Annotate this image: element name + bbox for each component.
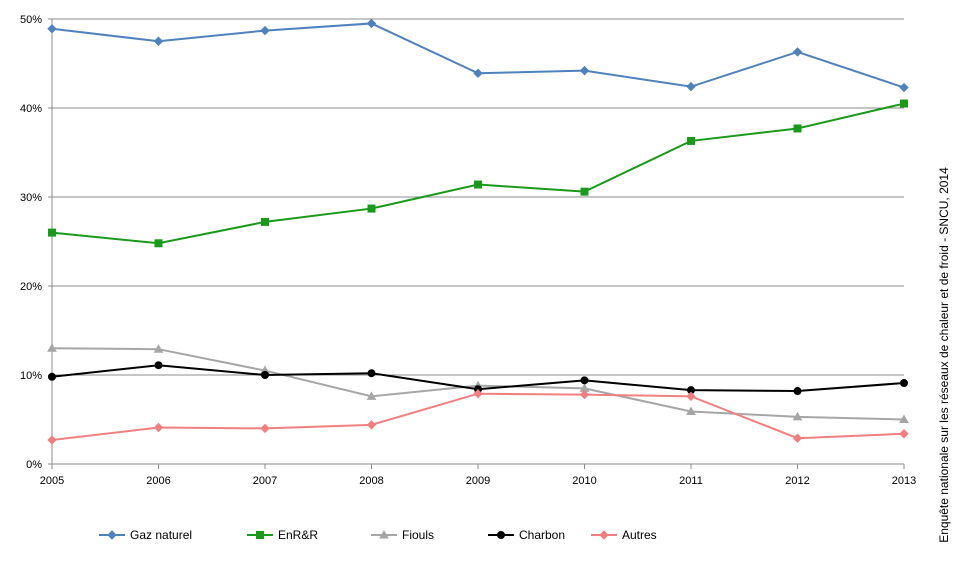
x-tick-label: 2013 xyxy=(892,475,916,487)
data-point xyxy=(474,180,482,189)
legend-label: Gaz naturel xyxy=(130,528,192,542)
legend-marker xyxy=(379,529,389,539)
y-tick-label: 20% xyxy=(20,281,42,293)
data-point xyxy=(473,68,483,78)
data-point xyxy=(48,228,56,237)
x-tick-label: 2009 xyxy=(466,475,490,487)
data-point xyxy=(792,47,803,57)
data-point xyxy=(153,422,164,433)
data-point xyxy=(580,187,589,196)
data-point xyxy=(366,420,377,430)
data-point xyxy=(793,387,802,396)
series-lines xyxy=(47,18,909,445)
y-tick-label: 0% xyxy=(26,459,42,471)
legend: Gaz naturel EnR&R Fiouls Charbon Autres xyxy=(99,528,657,542)
data-point xyxy=(153,344,164,353)
data-point xyxy=(579,65,590,76)
x-tick-label: 2008 xyxy=(359,475,383,487)
legend-marker xyxy=(599,530,609,540)
x-tick-label: 2012 xyxy=(785,475,809,487)
data-point xyxy=(153,36,164,46)
legend-marker xyxy=(497,531,505,539)
y-tick-label: 40% xyxy=(20,103,42,115)
data-point xyxy=(47,24,57,34)
data-point xyxy=(579,389,590,400)
legend-item-charbon: Charbon xyxy=(488,528,565,542)
data-point xyxy=(686,406,696,415)
data-point xyxy=(261,371,269,379)
data-point xyxy=(686,391,696,402)
data-point xyxy=(686,81,696,92)
legend-label: Autres xyxy=(622,528,657,542)
data-point xyxy=(47,343,57,352)
data-point xyxy=(47,435,57,445)
data-point xyxy=(154,361,163,370)
data-point xyxy=(367,369,376,378)
x-tick-label: 2011 xyxy=(679,475,703,487)
legend-marker xyxy=(107,530,117,540)
data-point xyxy=(900,379,908,388)
data-point xyxy=(366,18,377,29)
data-point xyxy=(154,239,163,248)
data-point xyxy=(261,217,269,226)
data-point xyxy=(793,124,802,133)
data-point xyxy=(687,136,695,145)
series-enr-r xyxy=(48,99,908,248)
series-line xyxy=(51,102,905,245)
legend-marker xyxy=(256,531,264,539)
x-tick-label: 2007 xyxy=(253,475,277,487)
x-tick-label: 2010 xyxy=(572,475,596,487)
data-point xyxy=(473,388,483,399)
data-point xyxy=(900,99,908,108)
series-line xyxy=(51,392,905,441)
legend-item-autres: Autres xyxy=(591,528,657,542)
axes: 0% 10% 20% 30% 40% 50% 2005 2006 2007 2008 2009 201… xyxy=(20,14,916,487)
data-point xyxy=(260,423,270,434)
y-tick-label: 50% xyxy=(20,14,42,26)
data-point xyxy=(899,82,909,93)
series-fiouls xyxy=(47,343,909,423)
gridlines xyxy=(52,18,904,376)
data-point xyxy=(580,376,589,385)
legend-label: Charbon xyxy=(519,528,565,542)
series-autres xyxy=(47,388,909,445)
data-point xyxy=(366,391,377,400)
legend-label: Fiouls xyxy=(402,528,434,542)
source-annotation: Enquête nationale sur les réseaux de cha… xyxy=(937,167,951,543)
data-point xyxy=(899,414,909,423)
data-point xyxy=(899,429,909,439)
data-point xyxy=(260,25,270,36)
data-point xyxy=(792,433,803,443)
legend-item-fiouls: Fiouls xyxy=(371,528,434,542)
legend-label: EnR&R xyxy=(278,528,318,542)
y-tick-label: 10% xyxy=(20,370,42,382)
data-point xyxy=(792,411,803,421)
data-point xyxy=(48,372,56,381)
data-point xyxy=(367,204,376,213)
legend-item-enr-r: EnR&R xyxy=(247,528,318,542)
y-tick-label: 30% xyxy=(20,192,42,204)
x-tick-label: 2005 xyxy=(40,475,64,487)
legend-item-gaz-naturel: Gaz naturel xyxy=(99,528,192,542)
x-tick-label: 2006 xyxy=(146,475,170,487)
series-gaz-naturel xyxy=(47,18,909,93)
